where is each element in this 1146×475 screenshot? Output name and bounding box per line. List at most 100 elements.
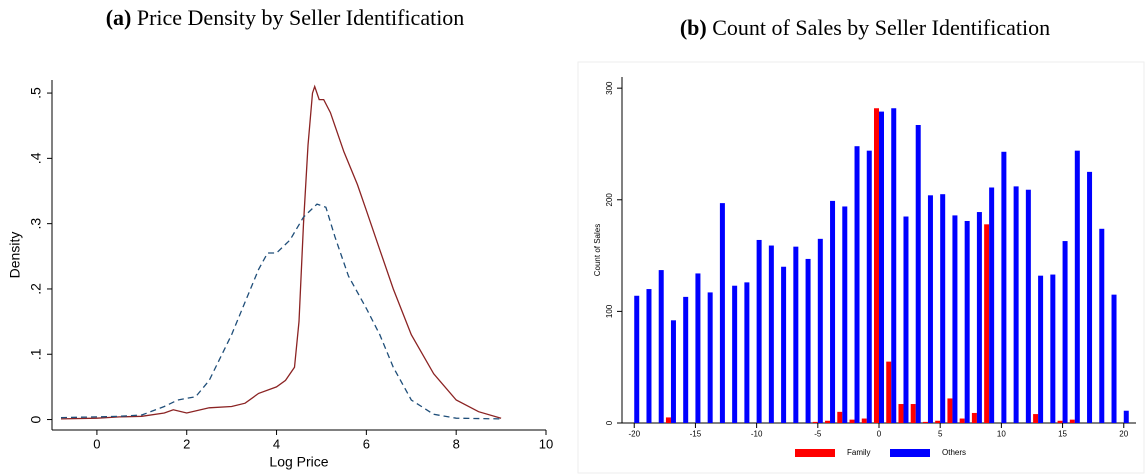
- bar: [812, 421, 818, 423]
- bar: [935, 420, 941, 423]
- bar: [842, 206, 848, 423]
- panel-a-title: (a) Price Density by Seller Identificati…: [106, 5, 465, 30]
- bar: [732, 285, 738, 423]
- x-tick-label: -10: [751, 430, 763, 439]
- bar: [1062, 241, 1068, 423]
- y-tick-label: .1: [28, 348, 44, 360]
- bar: [1099, 228, 1105, 423]
- bar: [1050, 274, 1056, 423]
- bar: [695, 273, 701, 423]
- density-line: [60, 84, 502, 420]
- bar: [1001, 151, 1007, 423]
- panel-label: (a): [106, 5, 132, 30]
- x-tick-label: 0: [93, 437, 100, 452]
- y-axis-label: Density: [7, 232, 23, 279]
- title-text: Price Density by Seller Identification: [137, 5, 464, 30]
- x-tick-label: 20: [1119, 430, 1128, 439]
- bar: [959, 418, 965, 423]
- bar: [910, 404, 916, 423]
- title-text: Count of Sales by Seller Identification: [712, 15, 1050, 40]
- bar: [665, 417, 671, 423]
- x-tick-label: 5: [938, 430, 943, 439]
- bar: [866, 150, 872, 423]
- bar: [837, 411, 843, 423]
- bar: [854, 146, 860, 423]
- bar: [874, 108, 879, 423]
- bar: [989, 187, 995, 423]
- bar: [952, 215, 958, 423]
- x-tick-label: 10: [539, 437, 553, 452]
- bar: [1033, 414, 1039, 423]
- bar: [683, 296, 689, 423]
- bar: [1013, 186, 1019, 423]
- bar: [1057, 420, 1063, 423]
- bar: [658, 270, 664, 423]
- bar: [927, 195, 933, 423]
- bar: [947, 398, 953, 423]
- y-tick-label: 100: [605, 304, 614, 318]
- y-tick-label: .5: [28, 87, 44, 99]
- density-line: [60, 203, 502, 420]
- bar: [879, 111, 884, 423]
- bar: [707, 292, 713, 423]
- bar: [915, 124, 921, 424]
- bar: [1123, 410, 1129, 423]
- bar: [1087, 171, 1093, 423]
- bar: [1069, 419, 1075, 423]
- legend-label: Family: [847, 448, 871, 457]
- bar: [976, 212, 982, 423]
- x-tick-label: 8: [453, 437, 460, 452]
- bar: [1074, 150, 1080, 423]
- bar: [768, 245, 774, 423]
- bar: [898, 404, 904, 423]
- bar: [1111, 294, 1117, 423]
- bar: [886, 361, 892, 423]
- y-tick-label: 300: [605, 81, 614, 95]
- bar: [756, 239, 762, 423]
- y-tick-label: 0: [28, 415, 44, 423]
- y-axis-label: Count of Sales: [593, 224, 602, 276]
- bar: [793, 246, 799, 423]
- bar: [634, 295, 640, 423]
- y-tick-label: .4: [28, 152, 44, 164]
- bar: [903, 216, 909, 423]
- bar: [964, 220, 970, 423]
- panel-label: (b): [680, 15, 707, 40]
- bar: [719, 203, 725, 423]
- bar: [830, 200, 836, 423]
- panel-b-title: (b) Count of Sales by Seller Identificat…: [680, 15, 1050, 40]
- bar: [940, 194, 946, 423]
- bar: [1025, 189, 1031, 423]
- bar: [646, 289, 652, 423]
- bar: [971, 412, 977, 423]
- x-tick-label: -5: [814, 430, 822, 439]
- bar: [861, 418, 867, 423]
- x-tick-label: 2: [183, 437, 190, 452]
- x-tick-label: -15: [690, 430, 702, 439]
- y-tick-label: 200: [605, 193, 614, 207]
- x-tick-label: 15: [1058, 430, 1067, 439]
- bar: [805, 258, 811, 423]
- bar: [781, 266, 787, 423]
- bar: [922, 421, 928, 423]
- legend-swatch: [795, 449, 835, 457]
- bar: [817, 238, 823, 423]
- y-tick-label: 0: [605, 420, 614, 425]
- legend-label: Others: [942, 448, 966, 457]
- x-tick-label: 4: [273, 437, 280, 452]
- bar: [670, 320, 676, 423]
- bar: [744, 282, 750, 423]
- bar: [984, 224, 990, 423]
- x-axis-label: Log Price: [269, 454, 328, 470]
- bar: [891, 108, 897, 423]
- x-tick-label: 10: [997, 430, 1006, 439]
- x-tick-label: -20: [628, 430, 640, 439]
- x-tick-label: 0: [877, 430, 882, 439]
- x-tick-label: 6: [363, 437, 370, 452]
- y-tick-label: .3: [28, 218, 44, 230]
- bar: [825, 420, 831, 423]
- bar: [1038, 275, 1044, 423]
- bar: [849, 419, 855, 423]
- y-tick-label: .2: [28, 283, 44, 295]
